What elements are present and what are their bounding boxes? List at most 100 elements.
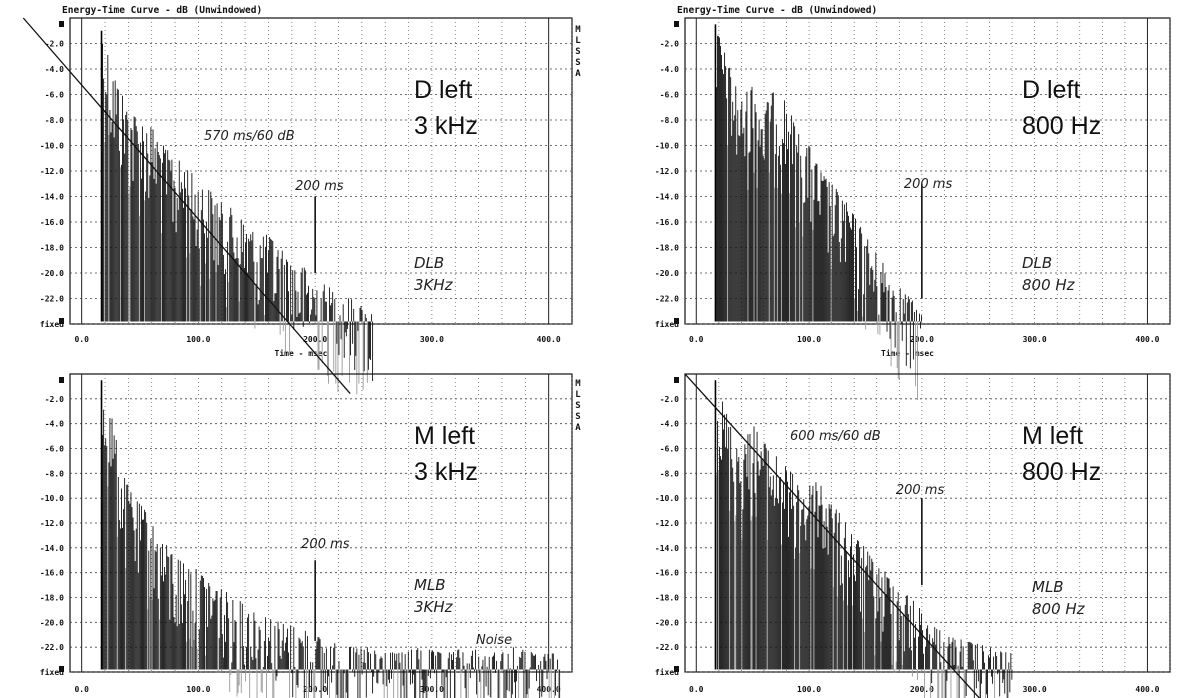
chart1-corner-marker-top [59,21,64,27]
chart3-y-tick-label: -4.0 [45,420,64,429]
chart4-y-tick-label: -20.0 [655,618,679,627]
chart3-x-tick-label: 0.0 [74,685,89,694]
chart2-y-tick-label: -10.0 [655,142,679,151]
chart3-side-letter: L [575,390,581,400]
chart1-x-axis-label: Time - msec [275,348,328,358]
chart3-y-tick-label: -14.0 [40,544,64,553]
chart3-side-letter: S [575,412,580,422]
chart1-x-tick-label: 400.0 [537,335,561,344]
chart4-x-tick-label: 300.0 [1023,685,1047,694]
chart1-decay-slope-label: 570 ms/60 dB [204,129,295,144]
chart1-chart-title: Energy-Time Curve - dB (Unwindowed) [62,5,262,16]
chart4-corner-marker-bottom [674,666,679,672]
chart1-y-tick-label: -12.0 [40,167,64,176]
chart3-x-tick-label: 100.0 [186,685,210,694]
chart4-y-tick-label: -12.0 [655,519,679,528]
chart1-x-tick-label: 0.0 [74,335,89,344]
chart1-side-letter: L [575,36,581,46]
chart4-y-tick-label: -6.0 [660,445,679,454]
chart1-y-tick-label: -14.0 [40,193,64,202]
chart1-y-tick-label: fixed [40,319,64,329]
chart2-marker-200ms-label: 200 ms [904,177,953,192]
chart2-y-tick-label: -20.0 [655,269,679,278]
chart3-y-tick-label: -22.0 [40,643,64,652]
chart3-side-letter: M [575,379,581,389]
chart2-y-tick-label: -18.0 [655,244,679,253]
chart1-x-tick-label: 300.0 [420,335,444,344]
chart1-label-line2: 3 kHz [414,112,478,140]
chart1-decay-slope-line [22,17,351,394]
chart2-handwritten-top: DLB [1022,254,1052,272]
chart2-x-tick-label: 0.0 [689,335,704,344]
chart4-y-tick-label: -18.0 [655,594,679,603]
chart2-chart-title: Energy-Time Curve - dB (Unwindowed) [677,5,877,16]
chart4-label-line2: 800 Hz [1022,458,1101,486]
chart4-y-tick-label: -10.0 [655,494,679,503]
chart4-y-tick-label: fixed [655,667,679,677]
chart3-y-tick-label: -18.0 [40,594,64,603]
chart2-x-tick-label: 100.0 [797,335,821,344]
chart2-y-tick-label: -14.0 [655,193,679,202]
chart2-y-tick-label: -6.0 [660,91,679,100]
chart3-x-tick-label: 300.0 [420,685,444,694]
chart1-side-letter: S [575,58,580,68]
chart4-decay-slope-line [684,373,981,698]
chart2-y-tick-label: -16.0 [655,218,679,227]
chart1-side-letter: A [575,69,581,79]
chart1-y-tick-label: -8.0 [45,116,64,125]
chart3-corner-marker-bottom [59,666,64,672]
chart1-handwritten-bottom: 3KHz [414,276,454,294]
chart4-decay-slope-label: 600 ms/60 dB [790,429,881,444]
chart4-y-tick-label: -14.0 [655,544,679,553]
chart4-label-line1: M left [1022,422,1083,450]
chart3-corner-marker-top [59,377,64,383]
chart4-y-tick-label: -4.0 [660,420,679,429]
chart4-x-tick-label: 100.0 [797,685,821,694]
chart1-corner-marker-bottom [59,318,64,324]
chart3-label-line2: 3 kHz [414,458,478,486]
chart4-y-tick-label: -16.0 [655,569,679,578]
chart2-y-tick-label: -2.0 [660,40,679,49]
chart1-y-tick-label: -20.0 [40,269,64,278]
chart1-x-tick-label: 100.0 [186,335,210,344]
chart3-y-tick-label: -10.0 [40,494,64,503]
chart4-corner-marker-top [674,377,679,383]
chart4-x-tick-label: 0.0 [689,685,704,694]
chart2-x-axis-label: Time - msec [881,348,934,358]
chart2-corner-marker-bottom [674,318,679,324]
chart3-y-tick-label: -2.0 [45,395,64,404]
chart3-noise-label: Noise [476,633,512,648]
chart3-y-tick-label: -12.0 [40,519,64,528]
chart3-marker-200ms-label: 200 ms [301,537,350,552]
chart4-y-tick-label: -2.0 [660,395,679,404]
chart3-label-line1: M left [414,422,475,450]
chart3-side-letter: A [575,423,581,433]
chart1-handwritten-top: DLB [414,254,444,272]
chart2-y-tick-label: -22.0 [655,295,679,304]
chart2-corner-marker-top [674,21,679,27]
chart2-y-tick-label: -8.0 [660,116,679,125]
chart1-y-tick-label: -10.0 [40,142,64,151]
chart2-y-tick-label: fixed [655,319,679,329]
chart1-y-tick-label: -6.0 [45,91,64,100]
chart1-side-letter: S [575,47,580,57]
chart3-handwritten-top: MLB [414,576,446,594]
chart2-label-line2: 800 Hz [1022,112,1101,140]
chart4-x-tick-label: 200.0 [910,685,934,694]
chart4-x-tick-label: 400.0 [1135,685,1159,694]
chart4-y-tick-label: -8.0 [660,469,679,478]
chart4-handwritten-top: MLB [1032,578,1064,596]
chart2-x-tick-label: 200.0 [910,335,934,344]
chart2-x-tick-label: 300.0 [1023,335,1047,344]
chart1-marker-200ms-label: 200 ms [295,179,344,194]
chart1-label-line1: D left [414,76,472,104]
chart1-y-tick-label: -18.0 [40,244,64,253]
chart3-y-tick-label: -8.0 [45,469,64,478]
chart3-y-tick-label: -20.0 [40,618,64,627]
chart4-handwritten-bottom: 800 Hz [1032,600,1086,618]
chart2-y-tick-label: -12.0 [655,167,679,176]
chart3-handwritten-bottom: 3KHz [414,598,454,616]
chart1-y-tick-label: -16.0 [40,218,64,227]
chart3-y-tick-label: fixed [40,667,64,677]
